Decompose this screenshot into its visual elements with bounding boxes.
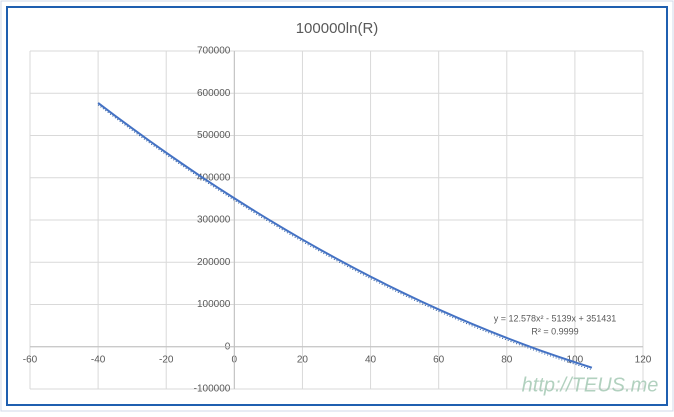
x-tick-label: 120 — [635, 354, 652, 365]
trendline-r2: R² = 0.9999 — [531, 326, 578, 336]
x-tick-label: 60 — [433, 354, 445, 365]
trendline — [97, 104, 593, 371]
x-tick-label: 40 — [365, 354, 377, 365]
chart-title: 100000ln(R) — [296, 20, 379, 37]
y-tick-label: 300000 — [197, 215, 231, 226]
y-tick-label: 500000 — [197, 130, 231, 141]
y-tick-label: 700000 — [197, 46, 231, 57]
y-tick-label: 600000 — [197, 88, 231, 99]
chart-frame — [6, 6, 668, 406]
series-line — [97, 102, 593, 369]
x-tick-label: 100 — [567, 354, 584, 365]
x-tick-label: 20 — [297, 354, 309, 365]
grid: -100000010000020000030000040000050000060… — [23, 46, 652, 395]
x-tick-label: 80 — [501, 354, 513, 365]
y-tick-label: 200000 — [197, 257, 231, 268]
x-tick-label: -60 — [23, 354, 38, 365]
x-tick-label: -20 — [159, 354, 174, 365]
x-tick-label: -40 — [91, 354, 106, 365]
trendline-equation: y = 12.578x² - 5139x + 351431 — [494, 313, 617, 323]
y-tick-label: 100000 — [197, 299, 231, 310]
y-tick-label: -100000 — [194, 384, 231, 395]
watermark: http://TEUS.me — [522, 374, 659, 396]
plot — [97, 102, 593, 371]
y-tick-label: 400000 — [197, 172, 231, 183]
